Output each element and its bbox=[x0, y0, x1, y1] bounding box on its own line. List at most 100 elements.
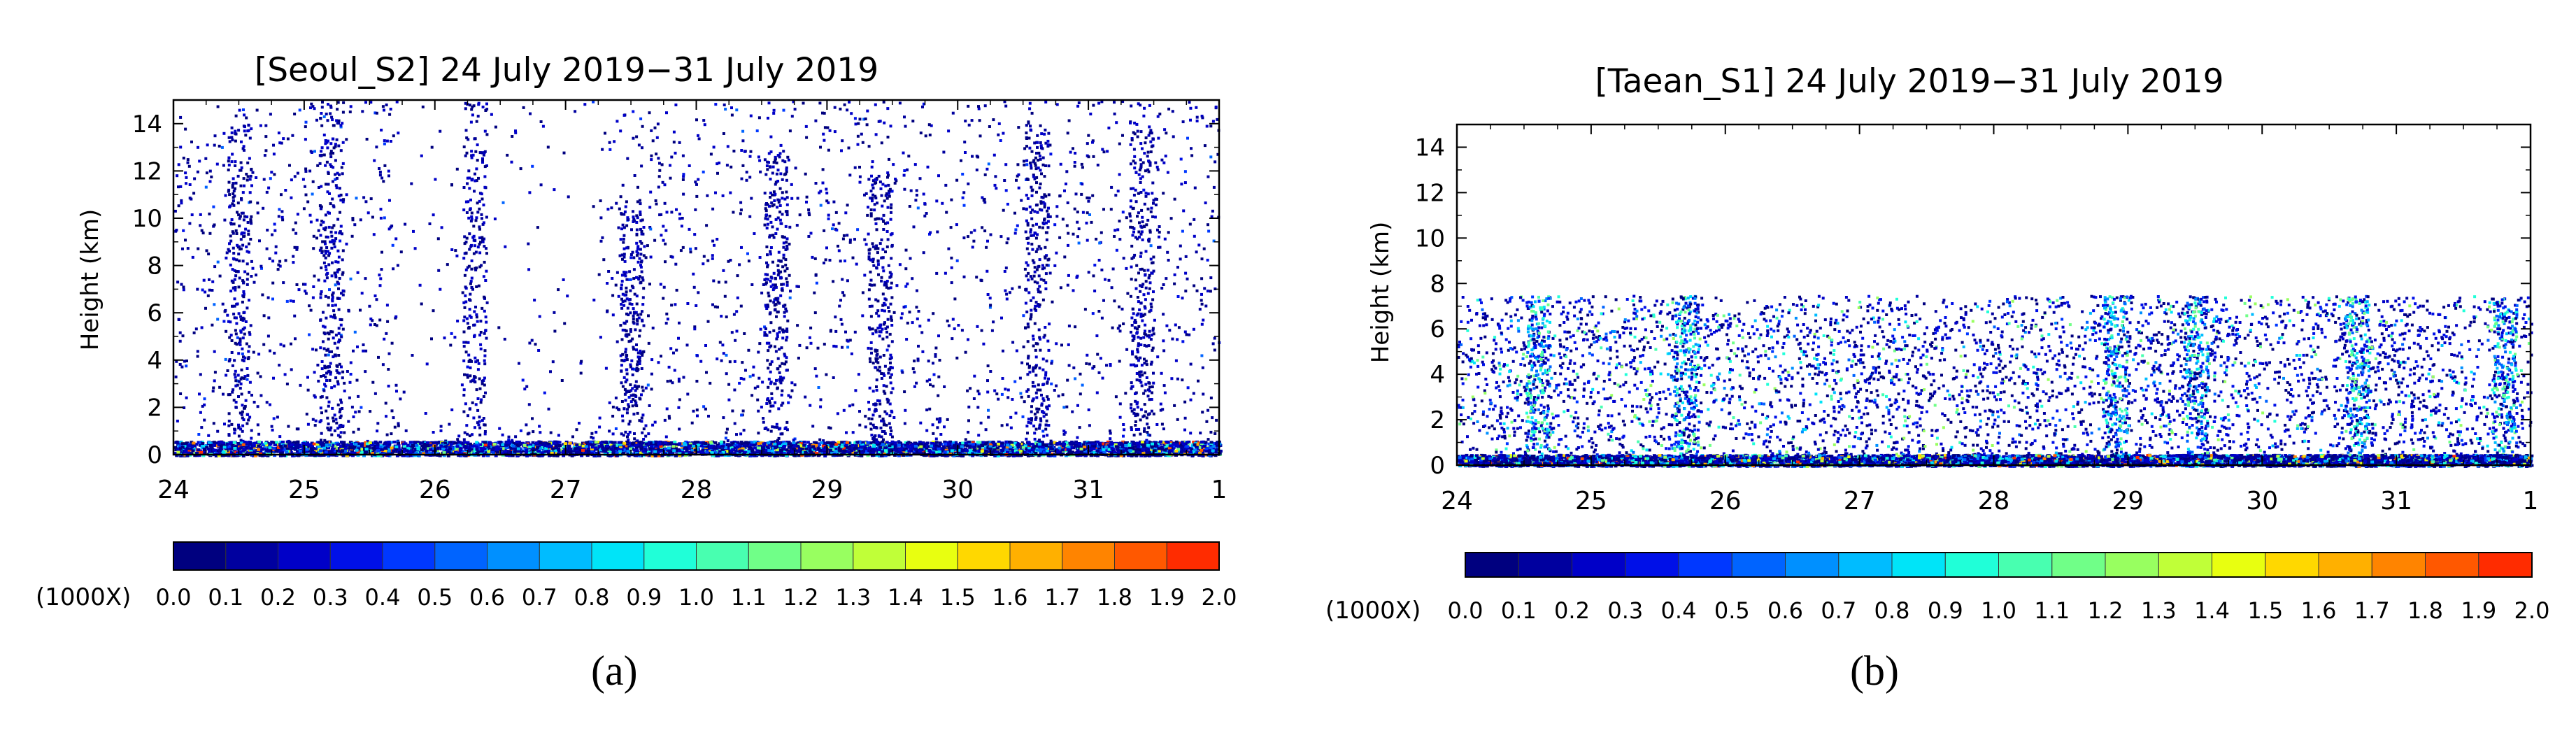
data-point bbox=[727, 399, 730, 401]
data-point bbox=[1020, 362, 1023, 364]
data-point bbox=[1143, 430, 1146, 433]
data-point bbox=[274, 252, 277, 255]
data-point bbox=[270, 171, 273, 173]
data-point bbox=[356, 346, 359, 348]
data-point bbox=[1154, 162, 1157, 164]
data-point bbox=[730, 106, 733, 109]
data-point bbox=[358, 410, 361, 413]
data-point bbox=[785, 179, 788, 182]
data-point bbox=[861, 314, 864, 317]
data-point bbox=[731, 114, 734, 117]
data-point bbox=[1113, 299, 1116, 302]
data-point bbox=[985, 428, 988, 431]
data-point bbox=[892, 387, 895, 390]
data-point bbox=[1031, 112, 1034, 115]
data-point bbox=[350, 362, 353, 364]
data-point bbox=[323, 115, 326, 118]
data-point bbox=[267, 297, 270, 299]
data-point bbox=[485, 103, 488, 106]
data-point bbox=[923, 215, 926, 218]
data-point bbox=[1022, 207, 1025, 210]
data-point bbox=[693, 233, 696, 236]
data-point bbox=[735, 310, 738, 313]
data-point bbox=[629, 420, 632, 423]
data-point bbox=[667, 380, 669, 383]
data-point bbox=[738, 263, 741, 266]
data-point bbox=[648, 404, 651, 407]
data-point bbox=[598, 273, 601, 276]
data-point bbox=[903, 169, 906, 172]
data-point bbox=[855, 263, 858, 266]
data-point bbox=[677, 337, 680, 340]
data-point bbox=[716, 172, 719, 175]
data-point bbox=[973, 375, 976, 378]
data-point bbox=[1118, 306, 1120, 308]
data-point bbox=[884, 250, 887, 253]
data-point bbox=[309, 214, 312, 217]
data-point bbox=[758, 342, 761, 345]
data-point bbox=[1157, 115, 1160, 118]
data-point bbox=[318, 229, 320, 232]
data-point bbox=[504, 245, 506, 248]
data-point bbox=[686, 302, 689, 305]
data-point bbox=[592, 101, 595, 104]
data-point bbox=[196, 288, 199, 291]
data-point bbox=[909, 257, 912, 260]
data-point bbox=[749, 155, 752, 158]
data-point bbox=[718, 281, 720, 284]
data-point bbox=[193, 332, 196, 334]
data-point bbox=[373, 159, 376, 162]
data-point bbox=[851, 404, 854, 406]
data-point bbox=[456, 320, 459, 322]
data-point bbox=[1086, 211, 1089, 214]
data-point bbox=[1165, 131, 1167, 134]
data-point bbox=[185, 364, 187, 367]
data-point bbox=[914, 163, 917, 166]
data-point bbox=[1002, 132, 1004, 135]
data-point bbox=[1018, 286, 1021, 289]
data-point bbox=[1188, 334, 1190, 336]
data-point bbox=[395, 390, 398, 392]
data-point bbox=[736, 274, 739, 277]
data-point bbox=[383, 143, 386, 145]
data-point bbox=[1085, 362, 1088, 365]
data-point bbox=[1160, 403, 1162, 406]
data-point bbox=[225, 194, 227, 197]
data-point bbox=[278, 131, 280, 134]
data-point bbox=[386, 140, 389, 143]
data-point bbox=[646, 244, 649, 247]
data-point bbox=[932, 432, 934, 435]
data-point bbox=[222, 164, 225, 167]
data-point bbox=[1150, 244, 1153, 247]
data-point bbox=[395, 384, 398, 387]
data-point bbox=[269, 113, 272, 115]
data-point bbox=[1139, 104, 1141, 106]
data-point bbox=[394, 237, 397, 240]
data-point bbox=[984, 173, 987, 176]
data-point bbox=[218, 386, 221, 389]
data-point bbox=[548, 408, 550, 411]
data-point bbox=[1084, 308, 1087, 311]
data-point bbox=[618, 295, 620, 298]
data-point bbox=[223, 422, 226, 425]
data-point bbox=[353, 431, 355, 434]
data-point bbox=[511, 161, 513, 164]
data-point bbox=[785, 336, 788, 339]
data-point bbox=[321, 367, 324, 370]
data-point bbox=[180, 201, 183, 204]
data-point bbox=[1189, 119, 1192, 122]
data-point bbox=[750, 394, 753, 397]
data-point bbox=[927, 166, 930, 169]
data-point bbox=[1176, 418, 1179, 421]
data-point bbox=[1039, 420, 1042, 422]
data-point bbox=[904, 267, 907, 270]
data-point bbox=[277, 264, 280, 266]
data-point bbox=[1095, 238, 1097, 241]
data-point bbox=[1044, 164, 1047, 167]
data-point bbox=[292, 228, 294, 231]
data-point bbox=[848, 173, 851, 176]
data-point bbox=[712, 280, 715, 283]
data-point bbox=[208, 213, 211, 215]
data-point bbox=[905, 249, 908, 252]
data-point bbox=[599, 216, 602, 219]
